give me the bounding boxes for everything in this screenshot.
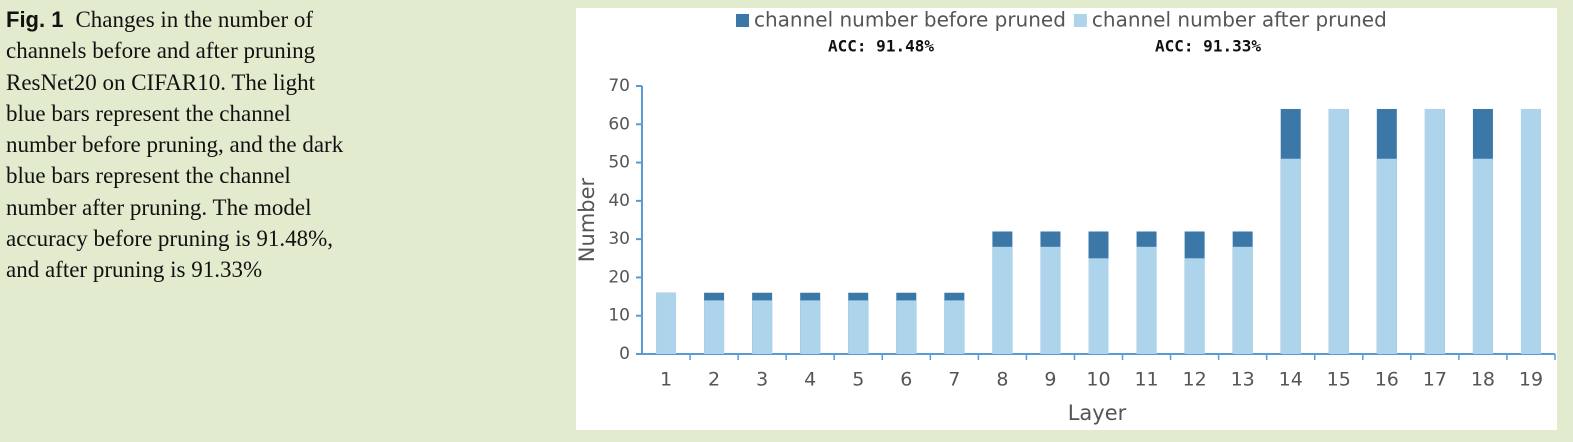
y-tick-label: 40: [608, 191, 630, 211]
bar: [1472, 158, 1493, 354]
bar: [1520, 108, 1541, 354]
bar: [848, 300, 869, 354]
bar: [1136, 246, 1157, 354]
y-tick-label: 0: [619, 344, 630, 364]
bar: [1424, 108, 1445, 354]
bar: [944, 300, 965, 354]
x-tick-label: 7: [948, 369, 960, 391]
x-tick-label: 9: [1044, 369, 1056, 391]
y-tick-label: 50: [608, 153, 630, 173]
y-tick-label: 20: [608, 267, 630, 287]
x-tick-label: 10: [1086, 369, 1110, 391]
x-tick-label: 12: [1183, 369, 1207, 391]
x-tick-label: 6: [900, 369, 912, 391]
x-tick-label: 1: [660, 369, 672, 391]
chart-background: [576, 8, 1557, 430]
x-tick-label: 15: [1327, 369, 1351, 391]
x-tick-label: 17: [1423, 369, 1447, 391]
y-tick-label: 70: [608, 76, 630, 96]
legend-label: channel number before pruned: [754, 8, 1066, 32]
caption: Fig. 1 Changes in the number of channels …: [6, 4, 356, 286]
x-tick-label: 8: [996, 369, 1008, 391]
x-tick-label: 16: [1375, 369, 1399, 391]
y-axis-label: Number: [575, 177, 599, 262]
caption-label: Fig. 1: [6, 7, 64, 32]
bar: [896, 300, 917, 354]
x-tick-label: 11: [1134, 369, 1158, 391]
bar: [704, 300, 725, 354]
legend-swatch: [1073, 14, 1087, 27]
x-tick-label: 3: [756, 369, 768, 391]
y-tick-label: 30: [608, 229, 630, 249]
x-tick-label: 5: [852, 369, 864, 391]
bar: [800, 300, 821, 354]
legend-label: channel number after pruned: [1092, 8, 1387, 32]
bar: [656, 292, 677, 354]
x-axis-label: Layer: [1068, 401, 1127, 425]
bar: [1232, 246, 1253, 354]
annotation: ACC: 91.48%: [828, 37, 934, 56]
y-tick-label: 10: [608, 306, 630, 326]
x-tick-label: 18: [1471, 369, 1495, 391]
bar: [1184, 258, 1205, 354]
bar: [752, 300, 773, 354]
bar: [1088, 258, 1109, 354]
x-tick-label: 2: [708, 369, 720, 391]
y-tick-label: 60: [608, 114, 630, 134]
x-tick-label: 13: [1231, 369, 1255, 391]
annotation: ACC: 91.33%: [1155, 37, 1261, 56]
bar: [1376, 158, 1397, 354]
bar: [1280, 158, 1301, 354]
bar: [1328, 108, 1349, 354]
bar: [992, 246, 1013, 354]
x-tick-label: 4: [804, 369, 816, 391]
legend-swatch: [736, 14, 749, 27]
x-tick-label: 14: [1279, 369, 1303, 391]
caption-text: Changes in the number of channels before…: [6, 7, 344, 283]
x-tick-label: 19: [1519, 369, 1543, 391]
bar: [1040, 246, 1061, 354]
